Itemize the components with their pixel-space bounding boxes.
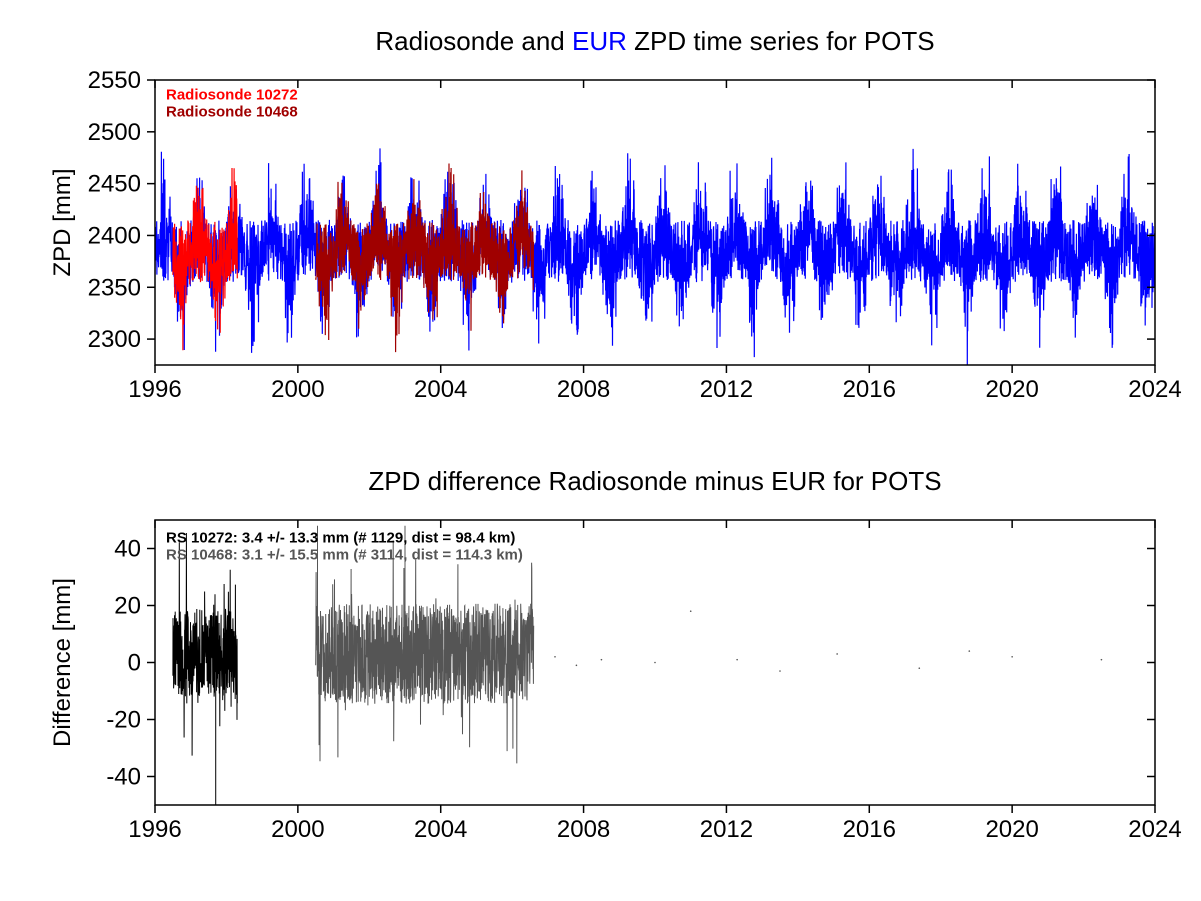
legend-item: Radiosonde 10272 bbox=[166, 86, 298, 103]
xtick-label: 1996 bbox=[128, 816, 181, 843]
data-series bbox=[316, 540, 534, 763]
data-series bbox=[173, 168, 237, 350]
xtick-label: 2008 bbox=[557, 816, 610, 843]
axes-box bbox=[155, 80, 1155, 365]
ytick-label: 2300 bbox=[88, 326, 141, 353]
ytick-label: 0 bbox=[128, 650, 141, 677]
ytick-label: 2500 bbox=[88, 119, 141, 146]
xtick-label: 2020 bbox=[985, 816, 1038, 843]
ytick-label: 20 bbox=[114, 593, 141, 620]
xtick-label: 2004 bbox=[414, 376, 467, 403]
sparse-point bbox=[601, 659, 603, 661]
chart-title: ZPD difference Radiosonde minus EUR for … bbox=[368, 466, 941, 496]
xtick-label: 2012 bbox=[700, 376, 753, 403]
xtick-label: 2024 bbox=[1128, 816, 1181, 843]
ylabel: Difference [mm] bbox=[49, 578, 76, 747]
data-series bbox=[155, 148, 1155, 366]
xtick-label: 2000 bbox=[271, 376, 324, 403]
ytick-label: 2450 bbox=[88, 171, 141, 198]
sparse-point bbox=[690, 610, 692, 612]
ytick-label: -40 bbox=[106, 764, 141, 791]
sparse-point bbox=[736, 659, 738, 661]
xtick-label: 2000 bbox=[271, 816, 324, 843]
xtick-label: 2008 bbox=[557, 376, 610, 403]
title-suffix: ZPD time series for POTS bbox=[627, 26, 935, 56]
ytick-label: 2550 bbox=[88, 67, 141, 94]
ytick-label: 2400 bbox=[88, 222, 141, 249]
xtick-label: 2012 bbox=[700, 816, 753, 843]
sparse-point bbox=[968, 650, 970, 652]
data-series bbox=[316, 164, 534, 353]
xtick-label: 2004 bbox=[414, 816, 467, 843]
title-highlight: EUR bbox=[572, 26, 627, 56]
sparse-point bbox=[1101, 659, 1103, 661]
ylabel: ZPD [mm] bbox=[49, 169, 76, 277]
ytick-label: 40 bbox=[114, 536, 141, 563]
sparse-point bbox=[1011, 656, 1013, 658]
figure-container: Radiosonde and EUR ZPD time series for P… bbox=[0, 0, 1201, 901]
sparse-point bbox=[918, 667, 920, 669]
xtick-label: 2024 bbox=[1128, 376, 1181, 403]
plot-svg: Radiosonde and EUR ZPD time series for P… bbox=[0, 0, 1201, 901]
stats-annotation: RS 10272: 3.4 +/- 13.3 mm (# 1129, dist … bbox=[166, 529, 515, 546]
chart-title: Radiosonde and EUR ZPD time series for P… bbox=[375, 26, 934, 56]
xtick-label: 1996 bbox=[128, 376, 181, 403]
data-series bbox=[173, 533, 237, 756]
xtick-label: 2016 bbox=[843, 816, 896, 843]
legend-item: Radiosonde 10468 bbox=[166, 103, 298, 120]
sparse-point bbox=[554, 656, 556, 658]
title-prefix: Radiosonde and bbox=[375, 26, 572, 56]
sparse-point bbox=[836, 653, 838, 655]
ytick-label: 2350 bbox=[88, 274, 141, 301]
ytick-label: -20 bbox=[106, 707, 141, 734]
xtick-label: 2016 bbox=[843, 376, 896, 403]
sparse-point bbox=[779, 670, 781, 672]
sparse-point bbox=[654, 662, 656, 664]
sparse-point bbox=[576, 665, 578, 667]
stats-annotation: RS 10468: 3.1 +/- 15.5 mm (# 3114, dist … bbox=[166, 546, 523, 563]
xtick-label: 2020 bbox=[985, 376, 1038, 403]
